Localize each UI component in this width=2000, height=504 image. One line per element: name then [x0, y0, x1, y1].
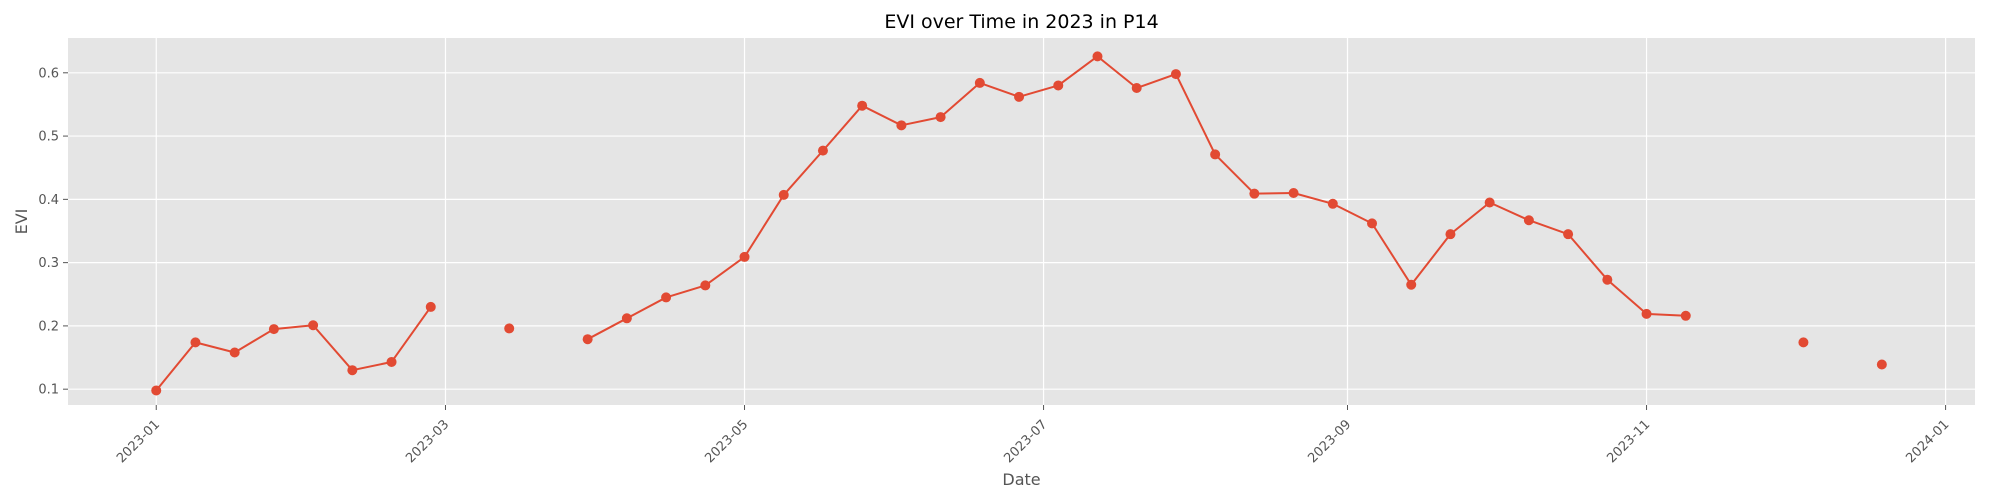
- data-point: [1053, 80, 1064, 91]
- data-point: [1563, 229, 1574, 240]
- data-point: [1641, 308, 1652, 319]
- data-point: [1288, 188, 1299, 199]
- data-point: [857, 100, 868, 111]
- data-point: [1680, 310, 1691, 321]
- data-point: [739, 251, 750, 262]
- series-line-segment: [272, 324, 315, 331]
- series-points: [151, 51, 1887, 396]
- data-point: [621, 313, 632, 324]
- data-point: [935, 112, 946, 123]
- series-line-segment: [1488, 201, 1530, 222]
- series-line-segment: [1606, 278, 1648, 315]
- series-line-segment: [1214, 153, 1256, 195]
- data-point: [817, 145, 828, 156]
- series-line-segment: [1253, 192, 1295, 195]
- series-line-segment: [1449, 201, 1491, 236]
- data-point: [347, 365, 358, 376]
- series-line-segment: [1331, 202, 1374, 225]
- y-tick-label: 0.1: [38, 383, 59, 398]
- data-point: [229, 347, 240, 358]
- data-point: [1014, 91, 1025, 102]
- data-point: [1798, 337, 1809, 348]
- data-point: [1327, 198, 1338, 209]
- series-line-segment: [782, 149, 824, 196]
- series-line-segment: [939, 81, 981, 119]
- x-tick-label: 2023-05: [702, 417, 751, 466]
- series-line-segment: [1410, 233, 1452, 286]
- data-point: [700, 280, 711, 291]
- y-tick-label: 0.2: [38, 319, 59, 334]
- series-line-segment: [821, 104, 864, 152]
- series-line-segment: [1567, 233, 1609, 281]
- data-point: [425, 301, 436, 312]
- data-point: [268, 324, 279, 335]
- series-line-segment: [1018, 84, 1060, 98]
- data-point: [778, 189, 789, 200]
- x-tick-label: 2023-01: [114, 417, 163, 466]
- data-point: [661, 292, 672, 303]
- x-tick-label: 2023-03: [403, 417, 452, 466]
- series-line-segment: [1371, 222, 1413, 286]
- data-point: [308, 320, 319, 331]
- series-line-segment: [586, 317, 628, 341]
- data-point: [1445, 229, 1456, 240]
- series-line-segment: [704, 255, 746, 287]
- series-line-segment: [861, 104, 903, 127]
- x-tick-label: 2023-09: [1305, 417, 1354, 466]
- y-tick-label: 0.5: [38, 130, 59, 145]
- data-point: [896, 120, 907, 131]
- chart-title: EVI over Time in 2023 in P14: [884, 11, 1158, 33]
- grid-lines: [63, 38, 1975, 410]
- series-line-segment: [194, 341, 236, 354]
- data-point: [1406, 279, 1417, 290]
- data-point: [386, 356, 397, 367]
- y-tick-label: 0.4: [38, 193, 59, 208]
- y-tick-labels: 0.1 0.2 0.3 0.4 0.5 0.6: [38, 66, 59, 397]
- data-point: [1523, 215, 1534, 226]
- y-tick-label: 0.6: [38, 66, 59, 81]
- data-point: [1367, 218, 1378, 229]
- data-point: [1131, 82, 1142, 93]
- series-line-segment: [1645, 312, 1687, 317]
- data-point: [1092, 51, 1103, 62]
- data-point: [151, 385, 162, 396]
- series-line-segment: [1096, 55, 1138, 89]
- series-line-segment: [625, 296, 668, 320]
- series-line-segment: [155, 341, 197, 392]
- x-tick-label: 2023-11: [1604, 417, 1653, 466]
- series-line-segment: [665, 284, 707, 299]
- data-point: [1876, 359, 1887, 370]
- series-line-segment: [390, 305, 432, 363]
- data-point: [1170, 69, 1181, 80]
- data-point: [1210, 149, 1221, 160]
- data-point: [582, 334, 593, 345]
- series-line-segment: [1527, 219, 1570, 236]
- series-line-segment: [743, 193, 785, 258]
- series-line-segment: [900, 116, 942, 127]
- data-point: [190, 337, 201, 348]
- data-point: [974, 77, 985, 88]
- series-line-segment: [1057, 55, 1099, 87]
- data-point: [1249, 188, 1260, 199]
- series-line-segment: [978, 81, 1021, 98]
- series-line-segment: [1174, 73, 1217, 156]
- x-tick-label: 2023-07: [1001, 417, 1050, 466]
- data-point: [504, 323, 515, 334]
- series-line-segment: [1292, 192, 1334, 205]
- series-lines: [155, 55, 1687, 392]
- series-line-segment: [312, 324, 354, 372]
- data-point: [1602, 274, 1613, 285]
- x-tick-label: 2024-01: [1903, 417, 1952, 466]
- y-axis-label: EVI: [12, 209, 31, 235]
- x-tick-labels: 2023-01 2023-03 2023-05 2023-07 2023-09 2023-…: [114, 417, 1952, 466]
- y-tick-label: 0.3: [38, 256, 59, 271]
- x-axis-label: Date: [1002, 470, 1040, 489]
- data-point: [1484, 197, 1495, 208]
- series-line-segment: [1135, 73, 1177, 89]
- series-line-segment: [233, 328, 275, 354]
- series-line-segment: [351, 360, 393, 372]
